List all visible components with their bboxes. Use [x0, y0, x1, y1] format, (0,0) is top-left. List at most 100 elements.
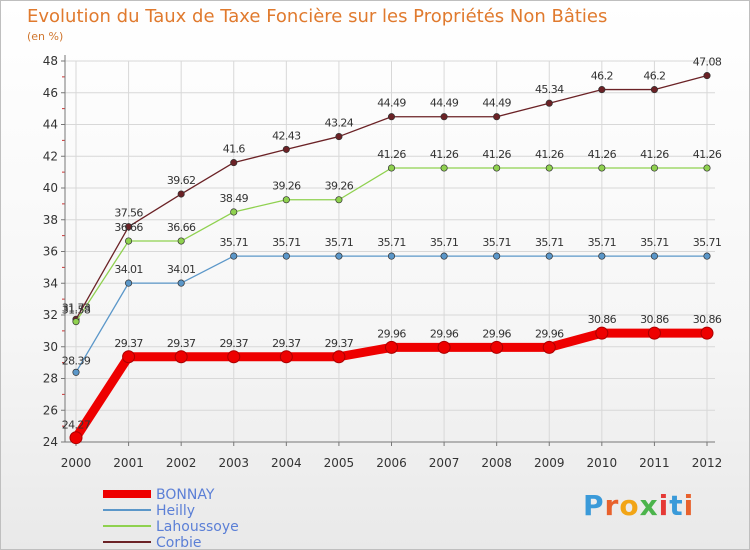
- y-tick-label: 46: [43, 86, 58, 100]
- x-tick-label: 2012: [692, 456, 723, 470]
- data-label-heilly: 35.71: [640, 236, 669, 249]
- data-label-corbie: 47.08: [693, 56, 722, 69]
- proxiti-logo: Proxiti: [583, 489, 694, 522]
- data-label-heilly: 35.71: [535, 236, 564, 249]
- data-label-heilly: 35.71: [693, 236, 722, 249]
- point-lahoussoye: [650, 164, 658, 172]
- point-corbie: [230, 159, 238, 167]
- point-bonnay: [174, 350, 188, 364]
- data-label-lahoussoye: 39.26: [325, 180, 354, 193]
- point-bonnay: [437, 340, 451, 354]
- data-label-lahoussoye: 38.49: [220, 192, 249, 205]
- point-corbie: [703, 72, 711, 80]
- data-label-lahoussoye: 41.26: [693, 148, 722, 161]
- data-label-lahoussoye: 41.26: [430, 148, 459, 161]
- point-bonnay: [279, 350, 293, 364]
- data-label-lahoussoye: 41.26: [482, 148, 511, 161]
- data-label-bonnay: 29.96: [535, 327, 564, 340]
- logo-letter: o: [619, 489, 640, 522]
- grid: [65, 60, 715, 443]
- point-bonnay: [542, 340, 556, 354]
- x-tick-label: 2005: [324, 456, 355, 470]
- point-corbie: [125, 223, 133, 231]
- legend-label-bonnay: BONNAY: [156, 487, 215, 503]
- x-tick-label: 2006: [376, 456, 407, 470]
- legend-label-corbie: Corbie: [156, 535, 202, 549]
- y-tick-label: 24: [43, 435, 58, 449]
- logo-letter: x: [639, 489, 659, 522]
- data-label-heilly: 35.71: [377, 236, 406, 249]
- data-label-heilly: 35.71: [482, 236, 511, 249]
- x-tick-label: 2008: [481, 456, 512, 470]
- point-bonnay: [385, 340, 398, 354]
- data-label-lahoussoye: 41.26: [588, 148, 617, 161]
- point-bonnay: [700, 326, 714, 340]
- data-label-lahoussoye: 31.58: [62, 304, 91, 317]
- data-label-bonnay: 24.27: [62, 419, 91, 432]
- logo-letter: t: [669, 489, 684, 522]
- data-label-heilly: 35.71: [272, 236, 301, 249]
- data-label-heilly: 34.01: [114, 263, 143, 276]
- logo-letter: i: [683, 489, 695, 522]
- data-label-corbie: 45.34: [535, 83, 564, 96]
- point-heilly: [177, 279, 185, 287]
- point-heilly: [650, 252, 658, 260]
- data-labels: 24.27 29.37 29.37 29.37 29.37 29.37 29.96 29.96…: [62, 56, 723, 432]
- data-label-corbie: 44.49: [430, 97, 459, 110]
- data-label-bonnay: 29.37: [325, 337, 354, 350]
- series: [69, 72, 714, 445]
- point-heilly: [72, 368, 80, 376]
- point-lahoussoye: [387, 164, 396, 172]
- point-lahoussoye: [125, 237, 133, 245]
- x-tick-label: 2009: [534, 456, 565, 470]
- point-corbie: [493, 113, 501, 121]
- data-label-heilly: 35.71: [325, 236, 354, 249]
- point-heilly: [230, 252, 238, 260]
- point-corbie: [387, 113, 396, 121]
- data-label-bonnay: 29.96: [430, 327, 459, 340]
- data-label-heilly: 28.39: [62, 354, 91, 367]
- y-tick-label: 44: [43, 118, 58, 132]
- x-tick-label: 2003: [218, 456, 249, 470]
- data-label-bonnay: 30.86: [588, 313, 617, 326]
- point-bonnay: [490, 340, 504, 354]
- point-lahoussoye: [72, 318, 80, 326]
- data-label-bonnay: 29.37: [272, 337, 301, 350]
- point-corbie: [598, 86, 606, 94]
- data-label-corbie: 42.43: [272, 129, 301, 142]
- point-bonnay: [122, 350, 136, 364]
- y-tick-label: 38: [43, 213, 58, 227]
- point-corbie: [282, 145, 290, 153]
- data-label-bonnay: 29.96: [482, 327, 511, 340]
- y-tick-label: 48: [43, 54, 58, 68]
- x-tick-label: 2011: [639, 456, 670, 470]
- x-tick-label: 2010: [587, 456, 618, 470]
- data-label-corbie: 39.62: [167, 174, 196, 187]
- data-label-bonnay: 29.37: [114, 337, 143, 350]
- y-tick-label: 28: [43, 372, 58, 386]
- point-corbie: [650, 86, 658, 94]
- data-label-heilly: 35.71: [220, 236, 249, 249]
- data-label-bonnay: 30.86: [693, 313, 722, 326]
- data-label-corbie: 44.49: [482, 97, 511, 110]
- data-label-lahoussoye: 41.26: [377, 148, 406, 161]
- chart-title: Evolution du Taux de Taxe Foncière sur l…: [27, 6, 608, 27]
- logo-letter: P: [583, 489, 605, 522]
- point-heilly: [440, 252, 448, 260]
- x-tick-label: 2000: [61, 456, 92, 470]
- point-heilly: [545, 252, 553, 260]
- data-label-lahoussoye: 39.26: [272, 180, 301, 193]
- point-lahoussoye: [545, 164, 553, 172]
- point-heilly: [335, 252, 343, 260]
- point-bonnay: [227, 350, 241, 364]
- y-tick-label: 34: [43, 276, 58, 290]
- data-label-corbie: 37.56: [114, 207, 143, 220]
- data-label-corbie: 43.24: [325, 117, 354, 130]
- point-bonnay: [595, 326, 609, 340]
- point-lahoussoye: [703, 164, 711, 172]
- y-tick-label: 26: [43, 403, 58, 417]
- point-lahoussoye: [177, 237, 185, 245]
- point-lahoussoye: [230, 208, 238, 216]
